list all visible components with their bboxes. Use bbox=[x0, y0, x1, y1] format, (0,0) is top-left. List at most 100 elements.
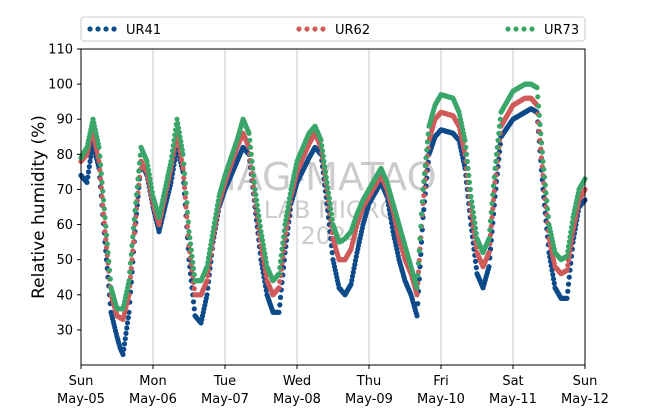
x-tick-day-label: Thu bbox=[356, 374, 381, 389]
data-point bbox=[181, 185, 188, 191]
data-point bbox=[181, 161, 187, 167]
data-point bbox=[248, 151, 254, 157]
data-point bbox=[128, 251, 134, 257]
data-point bbox=[280, 240, 286, 246]
data-point bbox=[130, 234, 136, 240]
data-point bbox=[540, 158, 546, 164]
data-point bbox=[127, 260, 134, 266]
data-point bbox=[496, 130, 502, 136]
data-point bbox=[423, 155, 429, 161]
data-point bbox=[169, 148, 176, 154]
data-point bbox=[208, 237, 215, 243]
data-point bbox=[425, 131, 431, 137]
data-point bbox=[263, 273, 269, 279]
data-point bbox=[282, 222, 288, 228]
data-point bbox=[122, 336, 128, 342]
data-point bbox=[318, 137, 324, 143]
data-point bbox=[569, 219, 575, 225]
data-point bbox=[184, 214, 190, 220]
data-point bbox=[486, 250, 492, 256]
data-point bbox=[103, 223, 109, 229]
data-point bbox=[473, 265, 479, 271]
data-point bbox=[469, 199, 475, 205]
data-point bbox=[121, 341, 128, 347]
data-point bbox=[99, 179, 105, 185]
data-point bbox=[541, 174, 548, 180]
data-point bbox=[253, 192, 259, 198]
data-point bbox=[191, 286, 197, 292]
data-point bbox=[565, 257, 572, 264]
data-point bbox=[286, 200, 292, 206]
data-point bbox=[182, 194, 188, 200]
data-point bbox=[208, 242, 214, 248]
y-tick-label: 60 bbox=[56, 218, 73, 233]
data-point bbox=[415, 272, 421, 279]
data-point bbox=[147, 176, 153, 182]
data-point bbox=[568, 229, 574, 235]
data-point bbox=[180, 151, 186, 157]
data-point bbox=[179, 147, 185, 153]
data-point bbox=[490, 183, 497, 189]
data-point bbox=[254, 202, 260, 208]
data-point bbox=[103, 236, 109, 243]
data-point bbox=[319, 148, 326, 154]
data-point bbox=[205, 259, 211, 265]
data-point bbox=[463, 151, 470, 157]
data-point bbox=[214, 207, 220, 213]
data-point bbox=[276, 285, 282, 291]
x-tick-date-label: May-08 bbox=[273, 392, 321, 407]
data-point bbox=[414, 285, 420, 291]
data-point bbox=[493, 151, 500, 157]
data-point bbox=[136, 160, 143, 166]
data-point bbox=[551, 280, 557, 286]
x-tick-day-label: Fri bbox=[433, 374, 449, 389]
data-point bbox=[250, 172, 257, 178]
data-point bbox=[185, 219, 191, 225]
data-point bbox=[538, 131, 544, 137]
data-point bbox=[175, 125, 182, 131]
legend-marker bbox=[87, 26, 93, 32]
data-point bbox=[281, 228, 287, 234]
data-point bbox=[262, 255, 269, 261]
data-point bbox=[565, 281, 572, 287]
data-point bbox=[549, 267, 555, 273]
data-point bbox=[472, 225, 479, 231]
data-point bbox=[97, 153, 103, 159]
data-point bbox=[175, 121, 181, 127]
data-point bbox=[348, 281, 354, 287]
data-point bbox=[353, 254, 359, 260]
data-point bbox=[320, 153, 326, 159]
data-point bbox=[542, 182, 548, 188]
data-point bbox=[261, 246, 267, 252]
data-point bbox=[277, 294, 284, 300]
data-point bbox=[144, 158, 150, 164]
data-point bbox=[184, 209, 191, 215]
y-tick-label: 50 bbox=[56, 253, 73, 268]
data-point bbox=[567, 234, 573, 240]
data-point bbox=[189, 253, 195, 259]
data-point bbox=[472, 258, 479, 264]
y-axis: 30 40 50 60 70 80 90 100 110 bbox=[48, 43, 81, 338]
data-point bbox=[180, 165, 186, 171]
data-point bbox=[187, 235, 193, 241]
data-point bbox=[145, 163, 151, 169]
legend-marker bbox=[95, 26, 101, 32]
data-point bbox=[191, 306, 197, 312]
x-tick-day-label: Mon bbox=[139, 374, 166, 389]
data-point bbox=[263, 259, 269, 265]
data-point bbox=[417, 236, 423, 242]
data-point bbox=[127, 269, 133, 275]
data-point bbox=[349, 277, 355, 283]
data-point bbox=[106, 267, 113, 273]
data-point bbox=[389, 224, 395, 230]
data-point bbox=[276, 309, 282, 315]
data-point bbox=[101, 206, 107, 212]
y-tick-label: 30 bbox=[56, 323, 73, 338]
data-point bbox=[251, 179, 257, 185]
data-point bbox=[328, 211, 335, 217]
data-point bbox=[259, 237, 266, 243]
data-point bbox=[209, 233, 215, 239]
plot-frame bbox=[80, 48, 586, 366]
data-point bbox=[253, 197, 260, 203]
